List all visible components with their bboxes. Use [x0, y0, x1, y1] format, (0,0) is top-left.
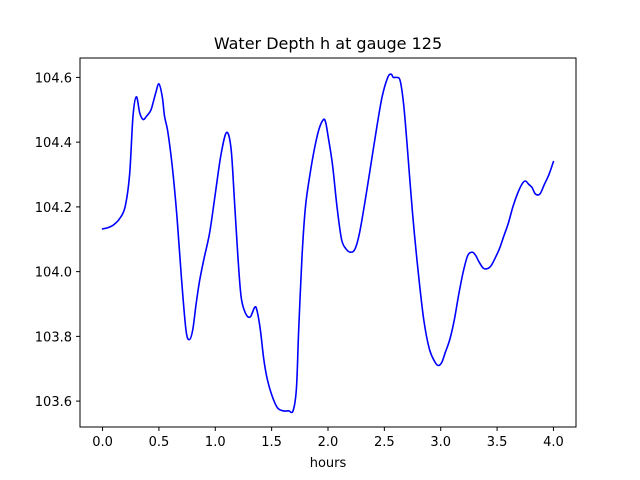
y-tick-label: 104.0 [35, 266, 72, 281]
y-tick-label: 104.6 [35, 71, 72, 86]
x-axis: 0.0 0.5 1.0 1.5 2.0 2.5 3.0 3.5 4.0 [92, 427, 564, 450]
x-tick-label: 3.0 [430, 435, 451, 450]
plot-background [80, 58, 576, 427]
y-tick-label: 104.2 [35, 201, 72, 216]
x-tick-label: 2.0 [318, 435, 339, 450]
x-tick-label: 3.5 [487, 435, 508, 450]
y-tick-label: 104.4 [35, 136, 72, 151]
series-line [101, 73, 555, 414]
plot-area [79, 57, 577, 428]
chart-title: Water Depth h at gauge 125 [214, 34, 442, 53]
x-tick-label: 2.5 [374, 435, 395, 450]
x-tick-label: 1.0 [205, 435, 226, 450]
y-tick-label: 103.6 [35, 395, 72, 410]
y-axis: 103.6 103.8 104.0 104.2 104.4 104.6 [35, 71, 80, 410]
x-tick-label: 0.5 [149, 435, 170, 450]
x-axis-label: hours [310, 456, 347, 471]
x-tick-label: 0.0 [92, 435, 113, 450]
series-layer [101, 73, 555, 414]
y-tick-label: 103.8 [35, 330, 72, 345]
x-tick-label: 4.0 [543, 435, 564, 450]
x-tick-label: 1.5 [261, 435, 282, 450]
